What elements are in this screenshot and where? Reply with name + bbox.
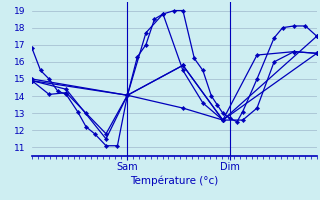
X-axis label: Température (°c): Température (°c) bbox=[130, 176, 219, 186]
